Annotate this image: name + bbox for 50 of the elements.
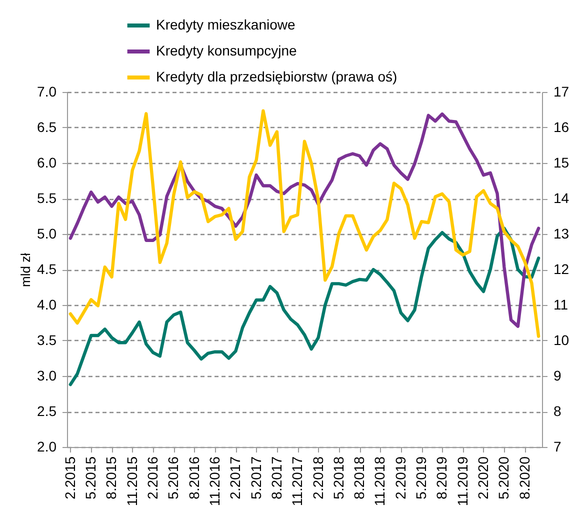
y-tick-label: 6.5 [37, 119, 57, 135]
x-tick-label: 11.2017 [289, 456, 306, 506]
y-tick-label: 6.0 [37, 154, 57, 170]
y2-tick-label: 7 [554, 438, 562, 454]
y2-tick-label: 13 [554, 226, 569, 242]
x-tick-label: 11.2016 [206, 456, 223, 506]
legend-label: Kredyty konsumpcyjne [156, 42, 298, 58]
y-tick-label: 5.5 [37, 190, 57, 206]
y2-tick-label: 16 [554, 119, 569, 135]
y2-tick-label: 12 [554, 261, 569, 277]
y2-tick-label: 15 [554, 154, 569, 170]
legend-label: Kredyty mieszkaniowe [156, 16, 296, 32]
y-axis-title: mld zł [18, 252, 34, 287]
x-tick-label: 11.2019 [454, 456, 470, 506]
x-tick-label: 5.2017 [248, 456, 264, 500]
x-tick-label: 5.2015 [82, 456, 99, 500]
y2-tick-label: 10 [554, 332, 569, 348]
y-tick-label: 3.5 [37, 332, 57, 348]
x-tick-label: 8.2019 [434, 456, 450, 500]
y-tick-label: 4.0 [37, 296, 57, 312]
x-tick-label: 11.2018 [372, 456, 388, 506]
x-tick-label: 2.2017 [227, 456, 244, 500]
x-tick-label: 2.2019 [392, 456, 408, 500]
x-tick-label: 2.2020 [474, 456, 491, 500]
x-tick-label: 8.2016 [186, 456, 202, 500]
y2-tick-label: 8 [554, 403, 562, 419]
legend-label: Kredyty dla przedsiębiorstw (prawa oś) [156, 68, 398, 84]
x-tick-label: 5.2016 [165, 456, 182, 500]
y-tick-label: 5.0 [37, 226, 57, 242]
x-tick-label: 8.2018 [351, 456, 368, 500]
y2-tick-label: 9 [554, 368, 562, 384]
y2-tick-label: 11 [554, 296, 568, 312]
x-tick-label: 2.2016 [144, 456, 161, 500]
line-series [68, 226, 540, 386]
x-tick-label: 5.2018 [330, 456, 346, 500]
x-tick-label: 2.2018 [310, 456, 326, 500]
y2-tick-label: 14 [554, 190, 569, 206]
x-tick-label: 8.2017 [268, 456, 284, 500]
x-tick-label: 5.2020 [496, 456, 512, 500]
y-tick-label: 4.5 [37, 261, 57, 277]
y-tick-label: 7.0 [37, 84, 57, 100]
x-tick-label: 2.2015 [62, 456, 78, 500]
y-tick-label: 2.5 [37, 403, 57, 419]
y-tick-label: 2.0 [37, 438, 57, 454]
x-tick-label: 8.2020 [516, 456, 532, 500]
x-tick-label: 11.2015 [124, 456, 140, 506]
x-tick-label: 8.2015 [103, 456, 120, 500]
y-tick-label: 3.0 [37, 368, 57, 384]
x-tick-label: 5.2019 [413, 456, 430, 500]
y2-tick-label: 17 [554, 84, 569, 100]
